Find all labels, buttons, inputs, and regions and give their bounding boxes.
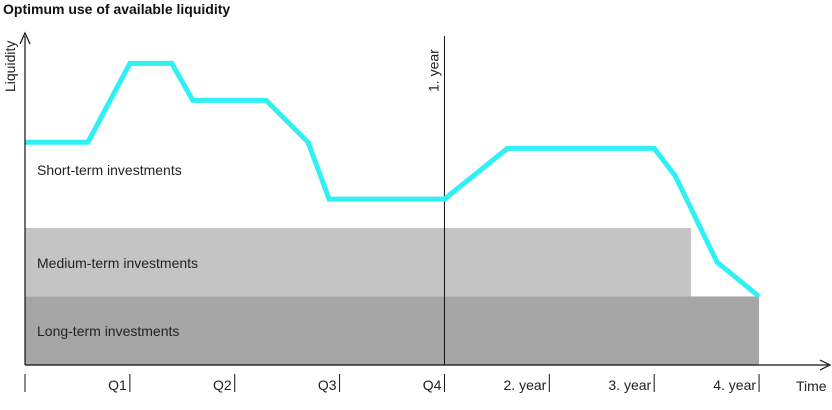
x-tick-label: Q1 — [108, 377, 127, 393]
year-marker-label: 1. year — [425, 49, 441, 92]
x-tick-label: 3. year — [608, 377, 651, 393]
x-tick-label: 2. year — [504, 377, 547, 393]
x-tick-label: Q2 — [213, 377, 232, 393]
investment-bands — [25, 227, 760, 365]
band-medium-term-investments — [25, 227, 691, 297]
x-tick-label: Q3 — [318, 377, 337, 393]
x-ticks: Q1 Q2 Q3 Q4 2. year 3. year 4. year — [24, 374, 760, 393]
short-term-liquidity-line — [25, 60, 761, 299]
axes — [19, 31, 832, 371]
x-axis-arrow — [819, 359, 832, 371]
label-short-term: Short-term investments — [37, 162, 182, 178]
y-axis-arrow — [19, 31, 31, 45]
y-axis-label: Liquidity — [2, 41, 18, 92]
label-medium-term: Medium-term investments — [37, 255, 198, 271]
x-axis-label: Time — [796, 378, 827, 394]
x-tick-label: 4. year — [713, 377, 756, 393]
x-tick-label: Q4 — [423, 377, 442, 393]
band-long-term-investments — [25, 296, 760, 365]
label-long-term: Long-term investments — [37, 323, 179, 339]
chart-title: Optimum use of available liquidity — [3, 1, 230, 17]
